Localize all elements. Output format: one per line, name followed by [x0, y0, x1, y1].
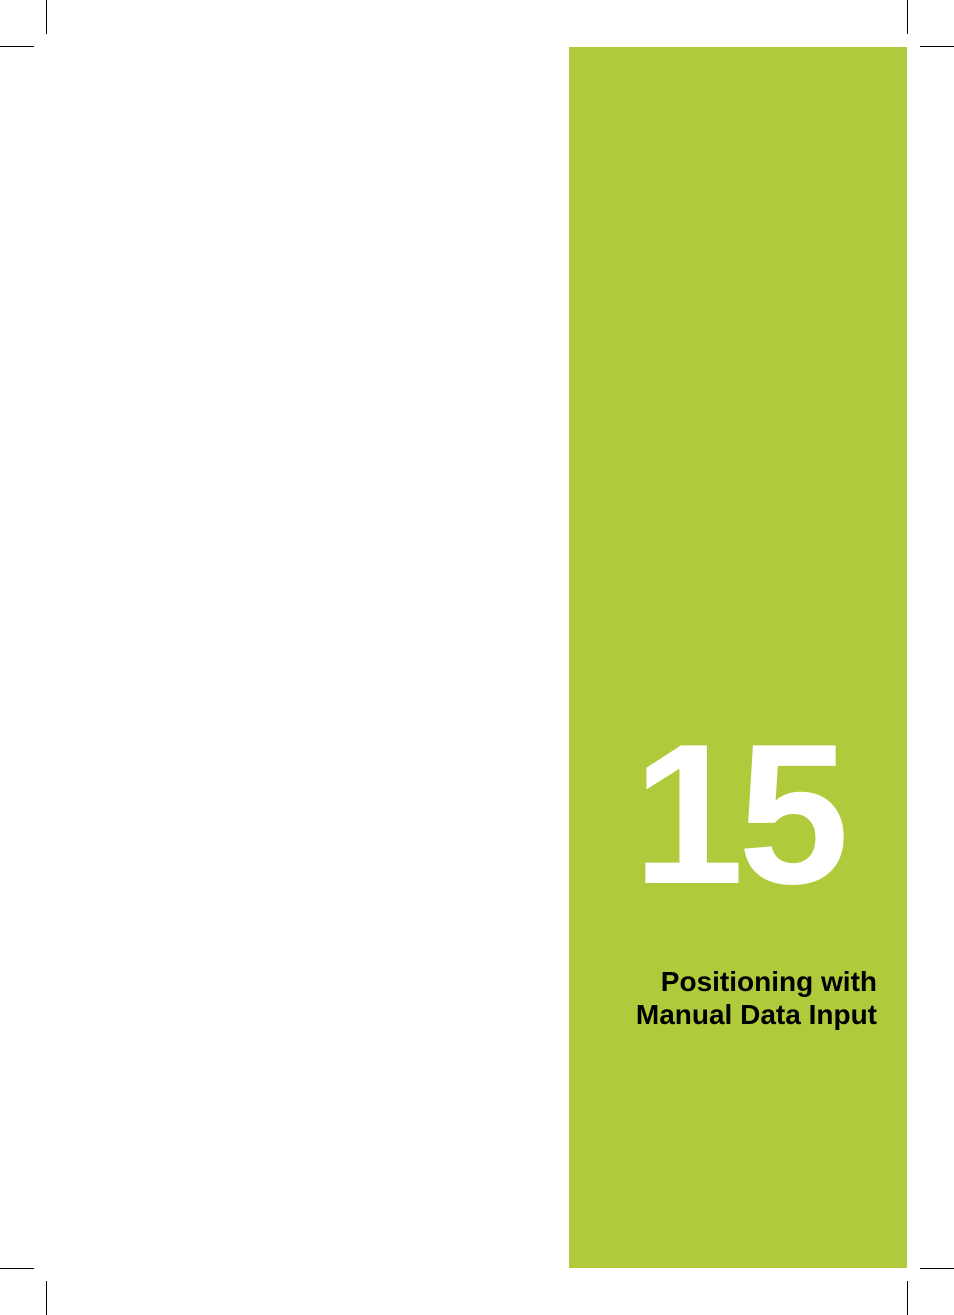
- crop-mark: [907, 1281, 908, 1315]
- crop-mark: [920, 46, 954, 47]
- chapter-title: Positioning with Manual Data Input: [569, 965, 877, 1031]
- crop-mark: [920, 1268, 954, 1269]
- crop-mark: [0, 46, 34, 47]
- crop-mark: [46, 1281, 47, 1315]
- chapter-title-line1: Positioning with: [661, 966, 877, 997]
- chapter-title-line2: Manual Data Input: [636, 999, 877, 1030]
- crop-mark: [46, 0, 47, 34]
- chapter-number: 15: [569, 715, 907, 915]
- chapter-divider-panel: 15 Positioning with Manual Data Input: [569, 47, 907, 1268]
- crop-mark: [0, 1268, 34, 1269]
- crop-mark: [907, 0, 908, 34]
